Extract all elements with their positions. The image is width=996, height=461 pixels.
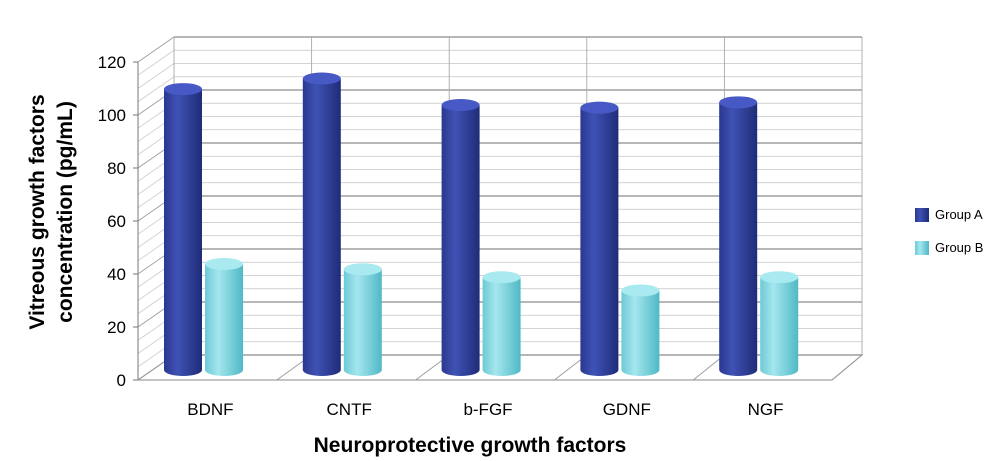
y-tick-label: 60 [107, 212, 126, 231]
y-tick-label: 100 [98, 106, 126, 125]
bar-group-b-body [760, 277, 799, 376]
x-tick-label: CNTF [327, 400, 372, 419]
bar-group-b-body [205, 264, 243, 376]
gridline-side [137, 36, 175, 63]
bar-group-a-top [164, 83, 202, 96]
x-tick-label: b-FGF [463, 400, 512, 419]
bar-group-b-top [343, 263, 382, 276]
y-axis-title-line2: concentration (pg/mL) [54, 101, 77, 323]
x-tick-labels: BDNF CNTF b-FGF GDNF NGF [187, 400, 783, 419]
bar-group-a-body [719, 102, 758, 376]
bar-group-a-body [441, 105, 480, 376]
bar-group-a-top [302, 72, 341, 85]
bar-group-b-top [621, 284, 660, 297]
legend: Group A Group B [915, 207, 983, 255]
y-tick-label: 20 [107, 318, 126, 337]
legend-label-group-b: Group B [935, 240, 983, 255]
y-tick-labels: 0 20 40 60 80 100 120 [98, 53, 138, 390]
gridline-side [137, 49, 175, 76]
bar-group-a-body [302, 78, 341, 376]
y-tick-label: 80 [107, 159, 126, 178]
bar-group-b-top [760, 271, 799, 284]
y-tick-label: 0 [117, 371, 126, 390]
y-axis-title-line1: Vitreous growth factors [26, 94, 49, 329]
bar-group-a-body [580, 107, 619, 377]
floor-divider [831, 354, 863, 381]
x-tick-label: NGF [748, 400, 784, 419]
bar-group-a-body [164, 89, 202, 376]
bar-group-a-top [580, 101, 619, 114]
bar-group-a-top [719, 96, 758, 109]
bars [164, 72, 799, 377]
legend-swatch-group-a [915, 208, 929, 222]
bar-group-b-body [343, 269, 382, 376]
gridline-side [137, 63, 175, 89]
x-tick-label: GDNF [603, 400, 651, 419]
bar-group-b-body [482, 277, 521, 376]
legend-label-group-a: Group A [935, 207, 983, 222]
bar-group-b-top [205, 258, 243, 270]
y-tick-label: 40 [107, 265, 126, 284]
bar-group-a-top [441, 99, 480, 111]
gridline-side [137, 76, 175, 103]
x-axis-title: Neuroprotective growth factors [314, 434, 627, 457]
bar-group-b-body [621, 290, 660, 376]
legend-swatch-group-b [915, 241, 929, 255]
y-tick-label: 120 [98, 53, 126, 72]
x-tick-label: BDNF [187, 400, 233, 419]
bar-group-b-top [482, 271, 521, 284]
